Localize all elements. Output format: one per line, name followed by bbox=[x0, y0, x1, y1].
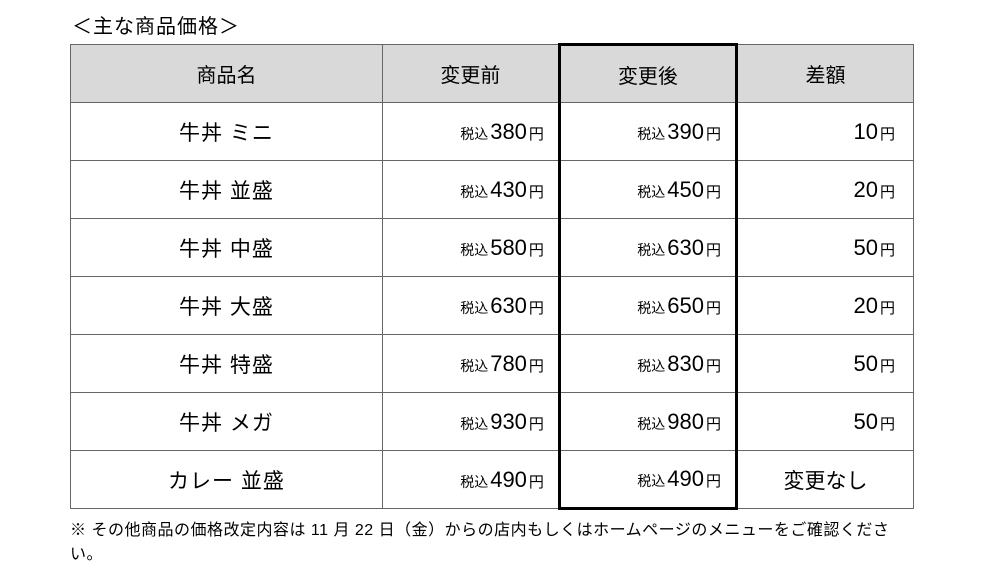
tax-label: 税込 bbox=[637, 416, 665, 432]
product-name: 牛丼 中盛 bbox=[71, 219, 383, 277]
diff-value: 10円 bbox=[736, 103, 913, 161]
yen-label: 円 bbox=[880, 126, 895, 143]
col-name: 商品名 bbox=[71, 45, 383, 103]
price-value: 830 bbox=[667, 351, 704, 376]
table-row: 牛丼 並盛税込430円税込450円20円 bbox=[71, 161, 914, 219]
tax-label: 税込 bbox=[637, 300, 665, 316]
product-name: カレー 並盛 bbox=[71, 451, 383, 509]
yen-label: 円 bbox=[706, 473, 721, 490]
price-value: 390 bbox=[667, 119, 704, 144]
tax-label: 税込 bbox=[460, 358, 488, 374]
yen-label: 円 bbox=[706, 126, 721, 143]
tax-label: 税込 bbox=[637, 242, 665, 258]
yen-label: 円 bbox=[880, 416, 895, 433]
price-value: 490 bbox=[667, 466, 704, 491]
diff-number: 50 bbox=[854, 409, 878, 434]
yen-label: 円 bbox=[880, 242, 895, 259]
table-title: ＜主な商品価格＞ bbox=[72, 10, 914, 39]
diff-value: 50円 bbox=[736, 393, 913, 451]
tax-label: 税込 bbox=[637, 184, 665, 200]
table-row: 牛丼 大盛税込630円税込650円20円 bbox=[71, 277, 914, 335]
yen-label: 円 bbox=[880, 300, 895, 317]
tax-label: 税込 bbox=[460, 300, 488, 316]
diff-value: 50円 bbox=[736, 219, 913, 277]
yen-label: 円 bbox=[529, 126, 544, 143]
yen-label: 円 bbox=[880, 358, 895, 375]
price-after: 税込830円 bbox=[559, 335, 736, 393]
table-row: 牛丼 メガ税込930円税込980円50円 bbox=[71, 393, 914, 451]
price-value: 650 bbox=[667, 293, 704, 318]
yen-label: 円 bbox=[529, 474, 544, 491]
price-table: 商品名 変更前 変更後 差額 牛丼 ミニ税込380円税込390円10円牛丼 並盛… bbox=[70, 43, 914, 510]
product-name: 牛丼 大盛 bbox=[71, 277, 383, 335]
price-value: 930 bbox=[490, 409, 527, 434]
product-name: 牛丼 メガ bbox=[71, 393, 383, 451]
table-row: 牛丼 中盛税込580円税込630円50円 bbox=[71, 219, 914, 277]
product-name: 牛丼 特盛 bbox=[71, 335, 383, 393]
yen-label: 円 bbox=[706, 184, 721, 201]
diff-number: 10 bbox=[854, 119, 878, 144]
tax-label: 税込 bbox=[460, 126, 488, 142]
price-before: 税込490円 bbox=[382, 451, 559, 509]
price-after: 税込630円 bbox=[559, 219, 736, 277]
price-before: 税込780円 bbox=[382, 335, 559, 393]
col-before: 変更前 bbox=[382, 45, 559, 103]
yen-label: 円 bbox=[880, 184, 895, 201]
price-after: 税込490円 bbox=[559, 451, 736, 509]
price-before: 税込380円 bbox=[382, 103, 559, 161]
price-value: 630 bbox=[490, 293, 527, 318]
price-before: 税込930円 bbox=[382, 393, 559, 451]
price-value: 980 bbox=[667, 409, 704, 434]
diff-number: 50 bbox=[854, 351, 878, 376]
diff-number: 20 bbox=[854, 293, 878, 318]
price-value: 380 bbox=[490, 119, 527, 144]
tax-label: 税込 bbox=[637, 126, 665, 142]
tax-label: 税込 bbox=[637, 473, 665, 489]
yen-label: 円 bbox=[529, 358, 544, 375]
diff-number: 20 bbox=[854, 177, 878, 202]
product-name: 牛丼 ミニ bbox=[71, 103, 383, 161]
col-after: 変更後 bbox=[559, 45, 736, 103]
tax-label: 税込 bbox=[460, 474, 488, 490]
yen-label: 円 bbox=[529, 184, 544, 201]
table-row: 牛丼 特盛税込780円税込830円50円 bbox=[71, 335, 914, 393]
diff-value: 50円 bbox=[736, 335, 913, 393]
price-after: 税込390円 bbox=[559, 103, 736, 161]
product-name: 牛丼 並盛 bbox=[71, 161, 383, 219]
footnote: ※ その他商品の価格改定内容は 11 月 22 日（金）からの店内もしくはホーム… bbox=[70, 516, 914, 564]
price-after: 税込450円 bbox=[559, 161, 736, 219]
price-after: 税込650円 bbox=[559, 277, 736, 335]
diff-value: 20円 bbox=[736, 277, 913, 335]
price-after: 税込980円 bbox=[559, 393, 736, 451]
diff-value: 20円 bbox=[736, 161, 913, 219]
table-row: 牛丼 ミニ税込380円税込390円10円 bbox=[71, 103, 914, 161]
price-value: 780 bbox=[490, 351, 527, 376]
tax-label: 税込 bbox=[460, 184, 488, 200]
diff-number: 50 bbox=[854, 235, 878, 260]
price-value: 630 bbox=[667, 235, 704, 260]
yen-label: 円 bbox=[529, 300, 544, 317]
price-value: 430 bbox=[490, 177, 527, 202]
tax-label: 税込 bbox=[460, 416, 488, 432]
yen-label: 円 bbox=[706, 300, 721, 317]
price-before: 税込430円 bbox=[382, 161, 559, 219]
yen-label: 円 bbox=[706, 358, 721, 375]
diff-text: 変更なし bbox=[736, 451, 913, 509]
header-row: 商品名 変更前 変更後 差額 bbox=[71, 45, 914, 103]
yen-label: 円 bbox=[706, 416, 721, 433]
yen-label: 円 bbox=[529, 416, 544, 433]
yen-label: 円 bbox=[706, 242, 721, 259]
price-value: 580 bbox=[490, 235, 527, 260]
price-before: 税込630円 bbox=[382, 277, 559, 335]
table-row: カレー 並盛税込490円税込490円変更なし bbox=[71, 451, 914, 509]
tax-label: 税込 bbox=[460, 242, 488, 258]
price-before: 税込580円 bbox=[382, 219, 559, 277]
yen-label: 円 bbox=[529, 242, 544, 259]
col-diff: 差額 bbox=[736, 45, 913, 103]
tax-label: 税込 bbox=[637, 358, 665, 374]
price-value: 450 bbox=[667, 177, 704, 202]
price-value: 490 bbox=[490, 467, 527, 492]
